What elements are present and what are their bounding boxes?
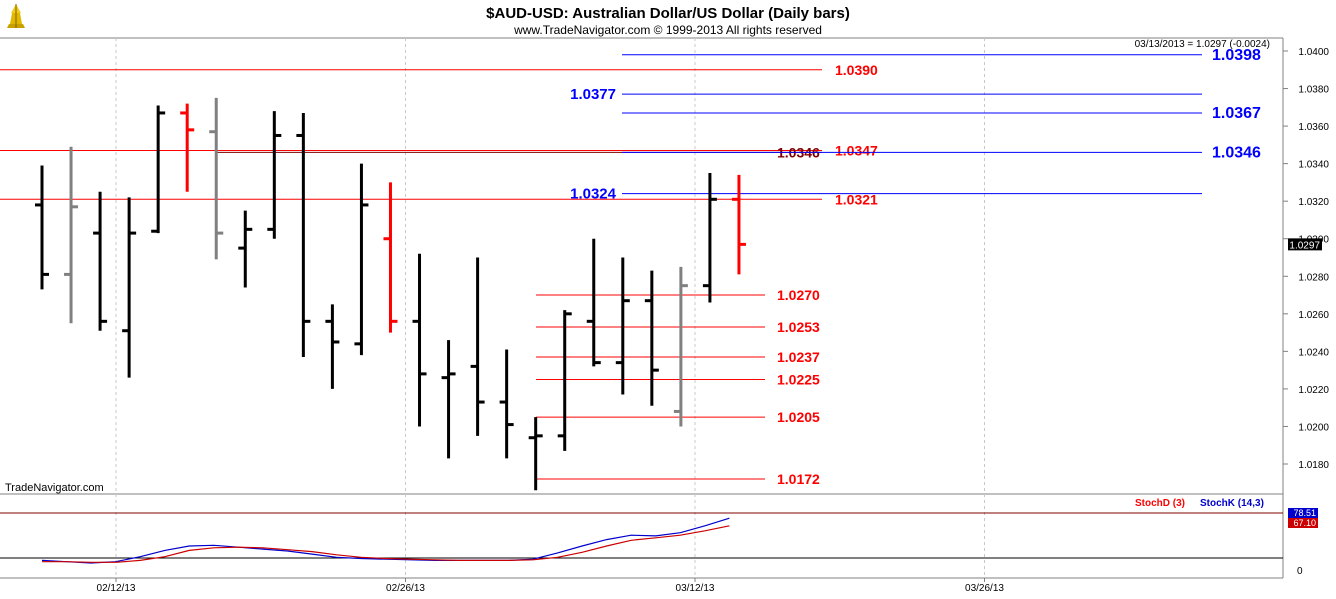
price-tick-label: 1.0180	[1298, 460, 1329, 471]
ohlc-bar	[35, 165, 49, 290]
price-tick-label: 1.0400	[1298, 47, 1329, 58]
ohlc-bar	[64, 146, 79, 324]
price-pane: 1.0398 1.0390 1.0377 1.0367 1.0347 1.0346 1.03…	[0, 37, 1329, 578]
price-tick-label: 1.0200	[1298, 422, 1329, 433]
price-tick-label: 1.0380	[1298, 85, 1329, 96]
stoch-axis-zero: 0	[1297, 566, 1303, 577]
date-tick-label: 02/26/13	[386, 583, 425, 594]
last-price-info: 03/13/2013 = 1.0297 (-0.0024)	[1135, 39, 1270, 50]
ohlc-bar	[325, 304, 340, 389]
ohlc-bar	[267, 111, 282, 239]
ohlc-bar	[180, 103, 195, 192]
level-label: 1.0172	[777, 471, 820, 487]
stochk-line	[41, 517, 730, 564]
ohlc-bar	[470, 257, 485, 436]
ohlc-bar	[644, 270, 659, 406]
ohlc-bar	[383, 182, 398, 333]
ohlc-bar	[673, 266, 688, 427]
stochk-value-badge: 78.51	[1288, 508, 1318, 518]
ohlc-bar	[702, 173, 717, 303]
tradenavigator-logo-icon	[3, 2, 29, 32]
chart-subtitle: www.TradeNavigator.com © 1999-2013 All r…	[513, 23, 822, 37]
level-label: 1.0237	[777, 349, 820, 365]
legend-stochd: StochD (3)	[1135, 498, 1185, 509]
date-tick-label: 02/12/13	[97, 583, 136, 594]
stochastic-pane: StochD (3) StochK (14,3) 78.51 67.10 0	[0, 498, 1318, 577]
level-label: 1.0321	[835, 191, 878, 207]
stoch-lines	[41, 517, 730, 564]
level-label: 1.0346	[1212, 144, 1261, 161]
ohlc-bar	[354, 163, 369, 356]
ohlc-bar	[412, 253, 427, 427]
stochd-value-badge: 67.10	[1288, 518, 1318, 528]
level-label: 1.0253	[777, 319, 820, 335]
date-tick-label: 03/26/13	[965, 583, 1004, 594]
price-tick-label: 1.0240	[1298, 347, 1329, 358]
current-price-label: 1.0297	[1289, 240, 1320, 251]
price-axis[interactable]: 1.04001.03801.03601.03401.03201.03001.02…	[1283, 47, 1329, 471]
svg-text:78.51: 78.51	[1293, 508, 1316, 518]
price-tick-label: 1.0340	[1298, 160, 1329, 171]
level-label: 1.0205	[777, 409, 820, 425]
date-axis[interactable]: 02/12/13 02/26/13 03/12/13 03/26/13	[0, 577, 1283, 594]
ohlc-bar	[93, 191, 108, 331]
price-tick-label: 1.0280	[1298, 272, 1329, 283]
level-label: 1.0398	[1212, 47, 1261, 64]
svg-text:67.10: 67.10	[1293, 518, 1316, 528]
ohlc-bar	[209, 97, 224, 260]
level-label: 1.0270	[777, 287, 820, 303]
ohlc-bar	[586, 238, 601, 367]
ohlc-bar	[238, 210, 253, 288]
ohlc-bar	[557, 310, 572, 451]
ohlc-bar	[441, 340, 456, 459]
ohlc-bar	[528, 417, 543, 491]
ohlc-bar	[296, 112, 311, 357]
ohlc-bar	[731, 174, 746, 275]
level-label: 1.0390	[835, 62, 878, 78]
legend-stochk: StochK (14,3)	[1200, 498, 1264, 509]
price-tick-label: 1.0320	[1298, 197, 1329, 208]
ohlc-bar	[151, 105, 166, 234]
level-label: 1.0367	[1212, 105, 1261, 122]
level-label: 1.0377	[570, 86, 616, 103]
ohlc-bar	[615, 257, 630, 395]
price-tick-label: 1.0220	[1298, 385, 1329, 396]
chart-title: $AUD-USD: Australian Dollar/US Dollar (D…	[486, 5, 850, 22]
current-price-badge	[1288, 238, 1322, 251]
level-lines: 1.0398 1.0390 1.0377 1.0367 1.0347 1.0346 1.03…	[0, 47, 1261, 487]
grid	[115, 38, 985, 578]
stochd-line	[42, 525, 730, 563]
price-tick-label: 1.0260	[1298, 310, 1329, 321]
ohlc-bars	[35, 97, 746, 491]
ohlc-bar	[122, 197, 137, 378]
level-label: 1.0347	[835, 142, 878, 158]
watermark-text: TradeNavigator.com	[5, 482, 104, 494]
level-label: 1.0225	[777, 372, 820, 388]
ohlc-bar	[499, 349, 514, 459]
date-tick-label: 03/12/13	[676, 583, 715, 594]
level-label: 1.0324	[570, 186, 617, 203]
price-tick-label: 1.0360	[1298, 122, 1329, 133]
